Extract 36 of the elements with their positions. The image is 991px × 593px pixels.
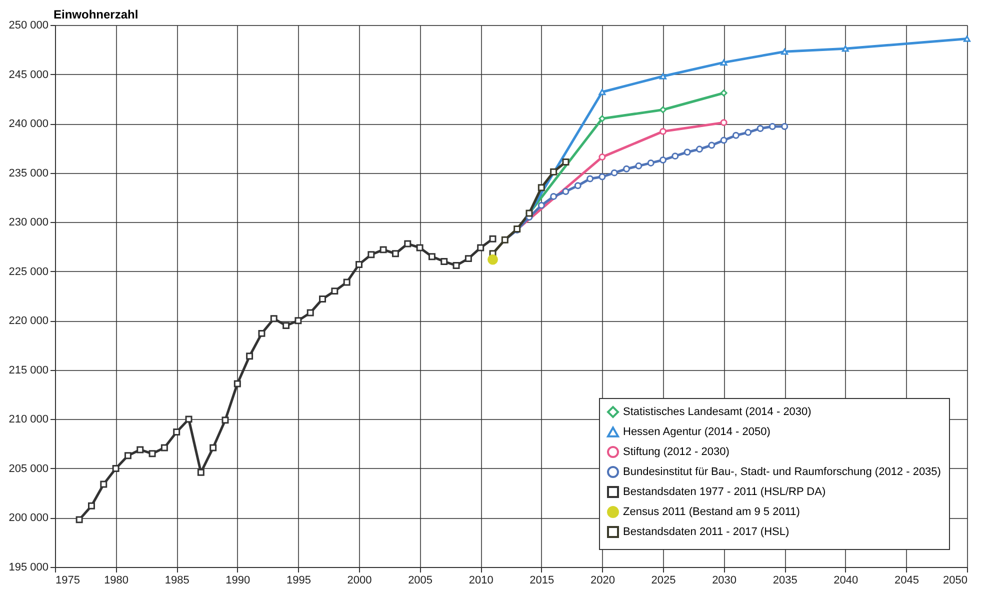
x-tick-label: 2040 [834, 574, 858, 586]
legend-label: Bestandsdaten 2011 - 2017 (HSL) [623, 526, 790, 538]
x-tick-label: 2015 [530, 574, 554, 586]
x-tick-label: 2035 [772, 574, 798, 586]
legend-label: Zensus 2011 (Bestand am 9 5 2011) [623, 506, 800, 518]
y-tick-label: 205 000 [8, 462, 48, 475]
x-tick-label: 2050 [943, 574, 968, 586]
x-tick-label: 2045 [894, 574, 919, 586]
legend-label: Stiftung (2012 - 2030) [623, 446, 730, 458]
y-tick-label: 250 000 [8, 20, 48, 32]
y-tick-label: 215 000 [8, 364, 48, 376]
x-tick-label: 2020 [590, 574, 615, 586]
y-axis-title: Einwohnerzahl [54, 8, 138, 22]
y-tick-label: 245 000 [8, 68, 48, 81]
y-tick-label: 230 000 [8, 216, 48, 229]
y-tick-label: 220 000 [8, 315, 48, 328]
y-tick-label: 200 000 [8, 512, 48, 524]
legend-label: Bundesinstitut für Bau-, Stadt- und Raumforschung (2012 - 2035) [623, 466, 941, 478]
legend-label: Hessen Agentur (2014 - 2050) [623, 426, 770, 438]
x-tick-label: 2030 [712, 574, 737, 586]
y-tick-label: 235 000 [8, 167, 48, 180]
x-tick-label: 1995 [286, 574, 311, 586]
x-tick-label: 2005 [408, 574, 433, 586]
x-tick-label: 1980 [104, 574, 129, 586]
x-tick-label: 1990 [226, 574, 250, 586]
y-tick-label: 240 000 [8, 118, 48, 130]
x-tick-label: 1985 [164, 574, 190, 586]
x-tick-label: 2010 [468, 574, 494, 586]
y-tick-label: 225 000 [8, 266, 48, 278]
x-tick-label: 2000 [347, 574, 372, 586]
legend-label: Statistisches Landesamt (2014 - 2030) [623, 406, 812, 418]
x-tick-label: 2025 [651, 574, 676, 586]
y-tick-label: 195 000 [8, 562, 48, 574]
y-tick-label: 210 000 [8, 414, 48, 426]
x-tick-label: 1975 [56, 574, 80, 586]
legend-label: Bestandsdaten 1977 - 2011 (HSL/RP DA) [623, 486, 826, 498]
